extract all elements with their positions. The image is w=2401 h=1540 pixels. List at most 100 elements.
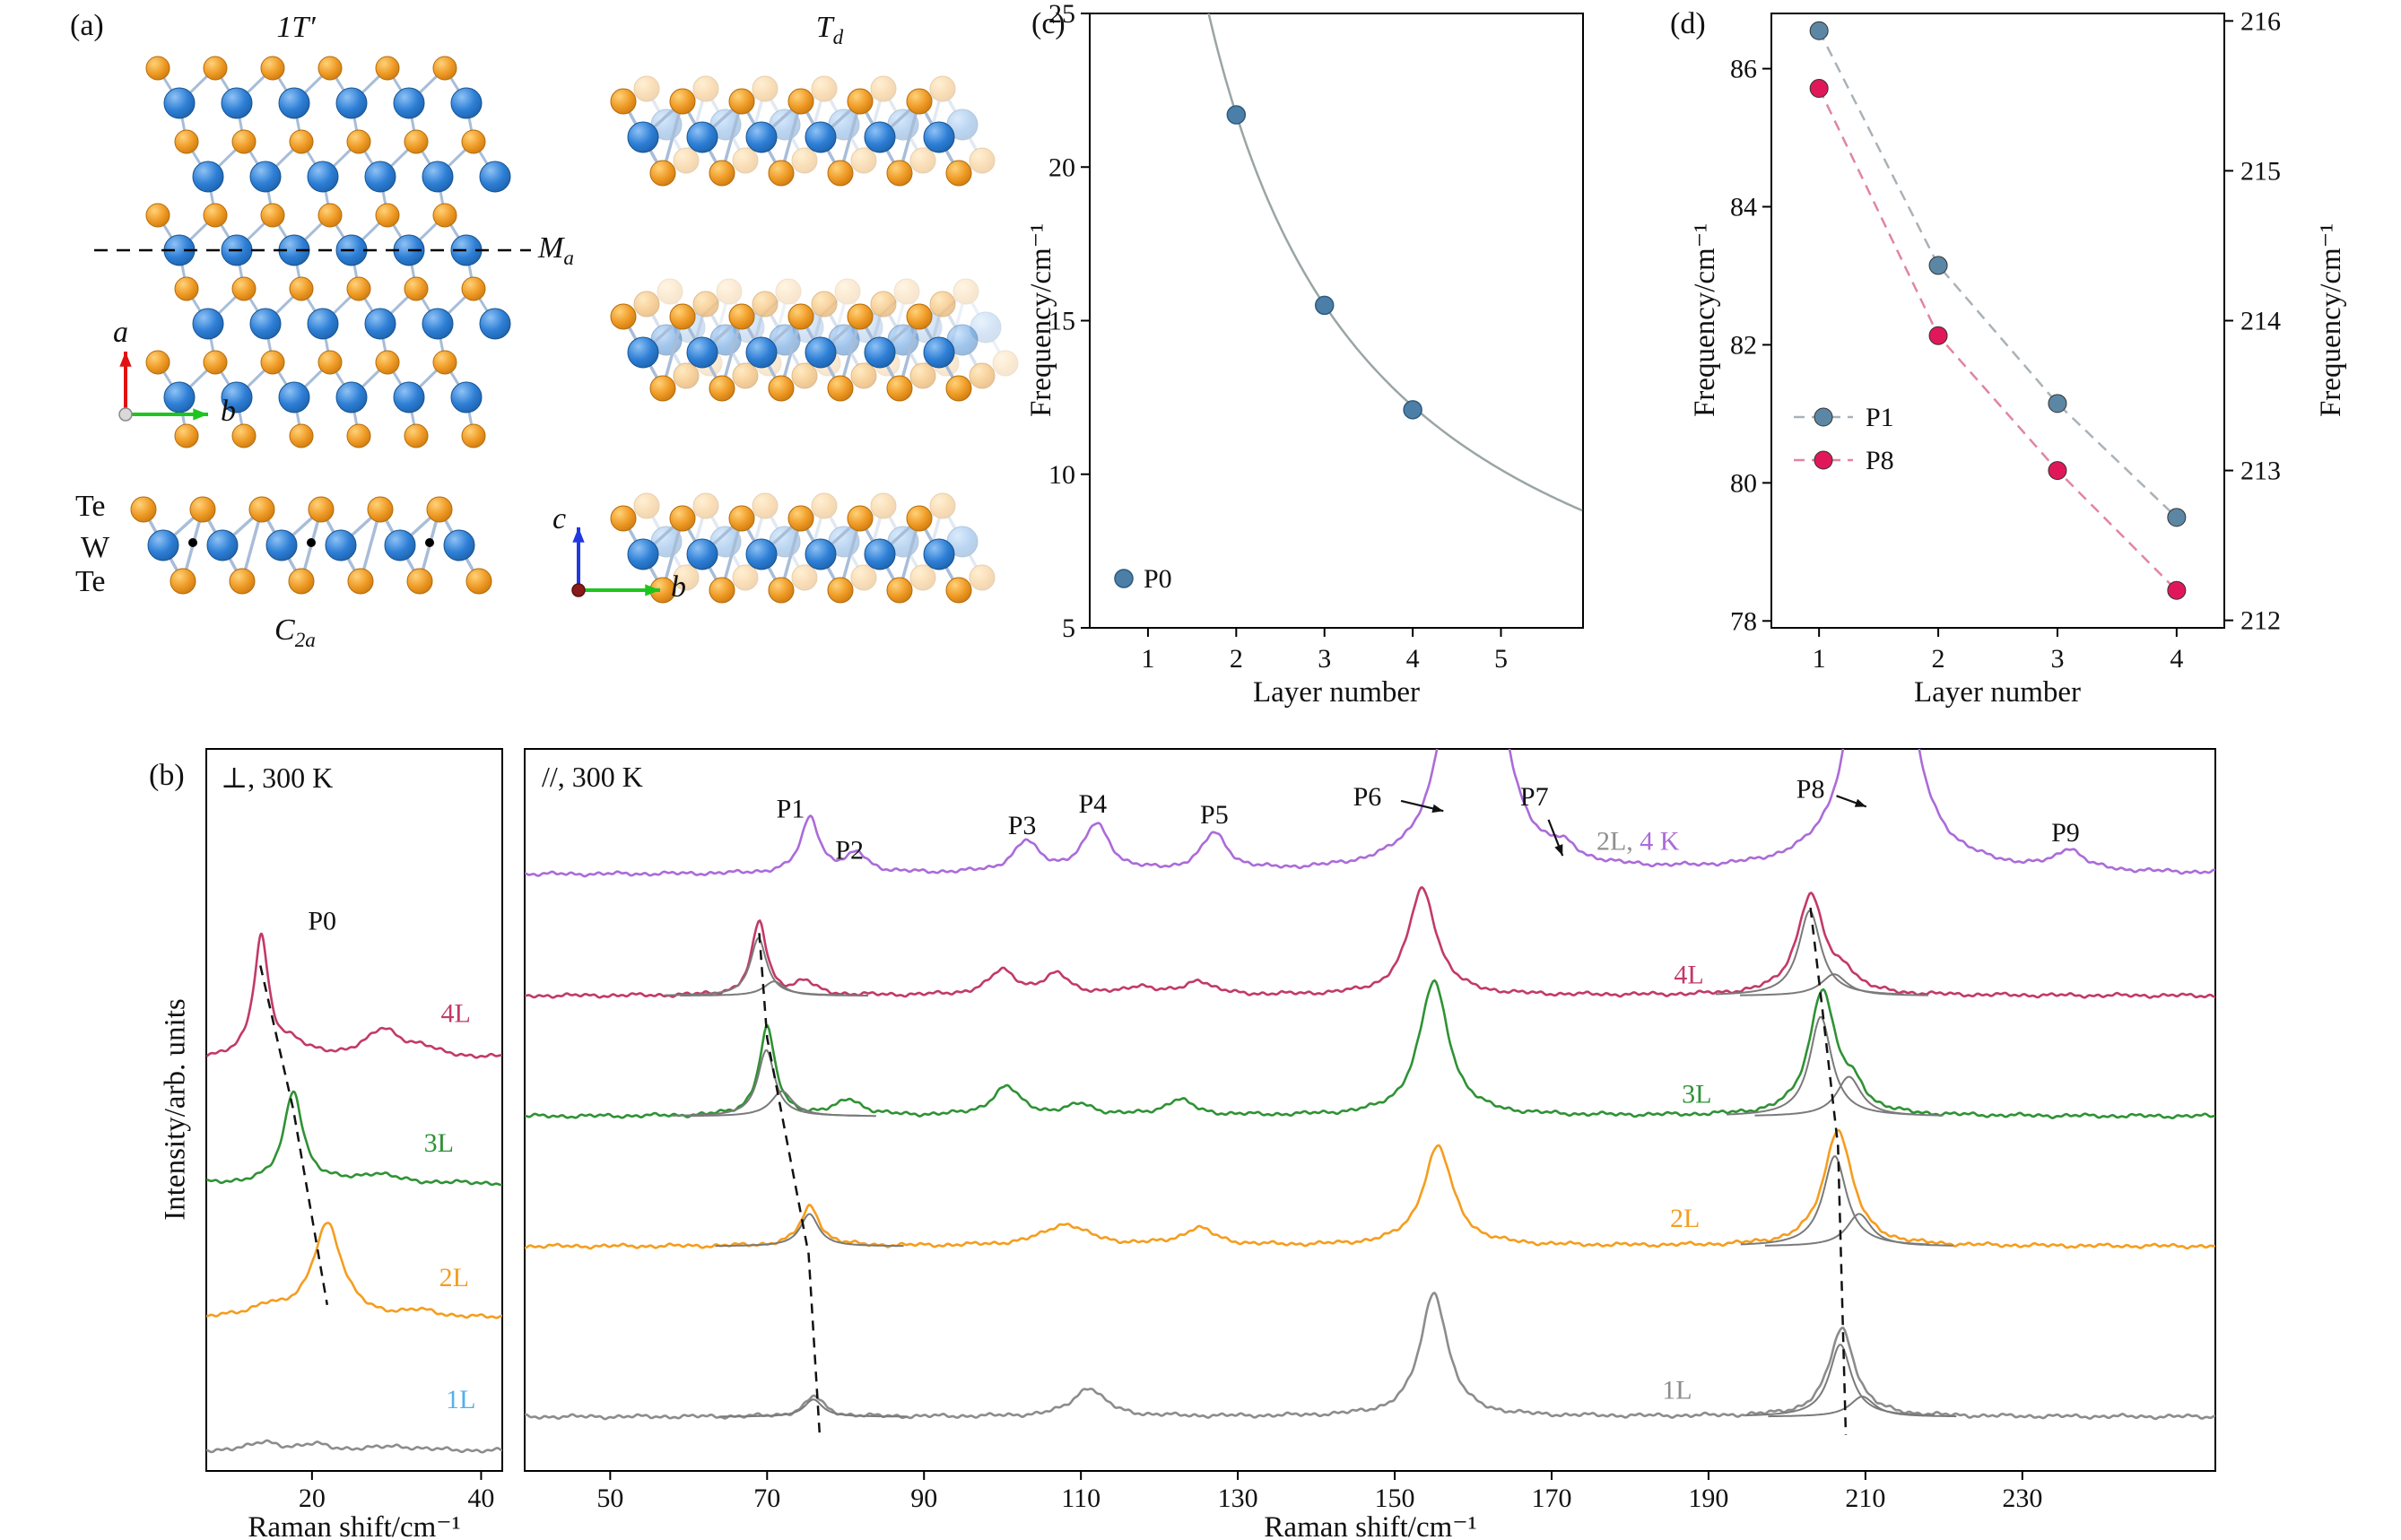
chart-text: 110 <box>1061 1483 1100 1513</box>
panel-c-ylabel: Frequency/cm⁻¹ <box>1025 222 1057 418</box>
spectrum-4L <box>206 932 502 1059</box>
chart-text: 3 <box>1318 644 1331 674</box>
spectrum-3L <box>206 1090 502 1187</box>
peak-shift-guide <box>1809 907 1848 1435</box>
panel-d-xlabel: Layer number <box>1914 676 2081 709</box>
p0-data-point <box>1314 295 1335 316</box>
fit-subpeak <box>1764 1213 1953 1247</box>
chart-text: 230 <box>2002 1483 2042 1513</box>
chart-text: 5 <box>1062 613 1075 643</box>
axis-c-label: c <box>552 502 567 535</box>
spectra-panel-b-left: 20 40 P0 4L 3L 2L 1L <box>205 748 503 1513</box>
axis-b-label: b <box>221 395 236 428</box>
chart-text: 170 <box>1531 1483 1571 1513</box>
chart-text: 78 <box>1730 606 1757 636</box>
fit-subpeak <box>1740 1155 1929 1246</box>
chart-text: P0 <box>308 906 336 935</box>
data-point-P1 <box>1809 21 1829 40</box>
fit-subpeak <box>718 1398 908 1418</box>
chart-text: 1L <box>446 1385 475 1414</box>
chart-text: 2 <box>1230 644 1243 674</box>
spectrum-3L <box>525 979 2215 1119</box>
chart-text: 15 <box>1048 307 1075 336</box>
spectrum-1L <box>206 1439 502 1454</box>
chart-text: 2L <box>1670 1204 1700 1233</box>
atom-te-bottom-label: Te <box>75 565 106 598</box>
axis-a-label: a <box>113 316 128 349</box>
panel-b-right-title: //, 300 K <box>542 761 643 793</box>
spectrum-label-2L-4K: 2L, 4 K <box>1596 827 1680 857</box>
fit-subpeak <box>1745 1344 1935 1416</box>
ab-axes <box>118 352 208 422</box>
cb-axes <box>571 527 660 597</box>
chart-text: 4L <box>1674 961 1703 990</box>
fit-subpeak <box>1768 1396 1957 1418</box>
panel-d-ylabel-left: Frequency/cm⁻¹ <box>1689 222 1721 418</box>
p0-frequency-chart: 1 2 3 4 5 5 10 15 20 25 P0 <box>1048 0 1584 674</box>
spectrum-4L <box>525 886 2215 999</box>
panel-b-left-title: ⊥, 300 K <box>221 761 334 794</box>
chart-text: 4 <box>2170 644 2183 674</box>
spectra-panel-b-right: 50 70 90 110 130 150 170 190 210 230 P1 P2 P3 P4 P5 P6 P… <box>524 748 2216 1513</box>
chart-text: 216 <box>2240 6 2281 36</box>
panel-d-ylabel-right: Frequency/cm⁻¹ <box>2315 222 2347 418</box>
fit-subpeak <box>1739 973 1928 996</box>
panel-c-label: (c) <box>1031 7 1066 40</box>
chart-text: 50 <box>596 1483 623 1513</box>
chart-text: 40 <box>467 1483 494 1513</box>
fit-subpeak <box>1715 909 1904 996</box>
chart-text: 3 <box>2050 644 2064 674</box>
spectrum-1L <box>525 1292 2215 1421</box>
chart-text: 4 <box>1406 644 1420 674</box>
fit-subpeak <box>715 1213 904 1248</box>
data-point-P8 <box>1809 79 1829 99</box>
chart-text: 213 <box>2240 457 2281 486</box>
chart-text: 150 <box>1375 1483 1415 1513</box>
p0-data-point <box>1403 400 1422 420</box>
chart-text: 20 <box>299 1483 326 1513</box>
chart-text: 3L <box>424 1128 454 1158</box>
chart-text: P3 <box>1008 811 1037 840</box>
chart-text: P6 <box>1353 782 1382 812</box>
chart-text: 70 <box>753 1483 780 1513</box>
phase-td-label: Td <box>815 11 844 49</box>
fit-subpeak <box>1727 1016 1916 1116</box>
chart-text: 210 <box>1845 1483 1885 1513</box>
fit-subpeak <box>687 1090 876 1118</box>
panel-b-left-xlabel: Raman shift/cm⁻¹ <box>248 1511 461 1540</box>
chart-text: P8 <box>1866 446 1894 475</box>
tprime-side-structure <box>130 496 492 595</box>
chart-text: 1L <box>1662 1376 1692 1405</box>
chart-text: 10 <box>1048 460 1075 490</box>
chart-text: 90 <box>910 1483 937 1513</box>
chart-text: P7 <box>1520 782 1549 812</box>
data-point-P1 <box>2167 508 2187 527</box>
mirror-plane-label: Ma <box>538 231 574 270</box>
axis-b2-label: b <box>671 570 686 604</box>
crystal-structure-panel <box>94 56 1019 604</box>
p0-plot: 1 2 3 4 5 5 10 15 20 25 <box>1048 0 1584 674</box>
chart-text: P2 <box>835 835 864 865</box>
panel-c-xlabel: Layer number <box>1253 676 1420 709</box>
series-line-P1 <box>1818 30 2178 518</box>
fit-subpeak <box>680 980 869 996</box>
chart-text: 2L <box>439 1263 469 1292</box>
spectrum-2L <box>206 1222 502 1319</box>
panel-b-right-xlabel: Raman shift/cm⁻¹ <box>1264 1511 1477 1540</box>
phase-1tprime-label: 1T′ <box>276 11 316 44</box>
chart-text: 4L <box>440 998 470 1028</box>
chart-text: P9 <box>2051 818 2080 848</box>
chart-text: P8 <box>1796 775 1825 805</box>
symmetry-c2a-label: C2a <box>274 613 316 652</box>
fit-subpeak <box>1754 1075 1944 1117</box>
chart-text: 2 <box>1932 644 1945 674</box>
atom-te-top-label: Te <box>75 490 106 523</box>
chart-text: 84 <box>1730 193 1757 222</box>
chart-text: 25 <box>1048 0 1075 29</box>
panel-b-label: (b) <box>149 759 185 792</box>
peak-shift-guide <box>758 933 822 1435</box>
chart-text: P4 <box>1078 789 1107 819</box>
raman-spectra-panel: 20 40 P0 4L 3L 2L 1L 50 70 90 110 130 150 170 190 210 23… <box>205 748 2216 1513</box>
chart-text: 80 <box>1730 468 1757 498</box>
